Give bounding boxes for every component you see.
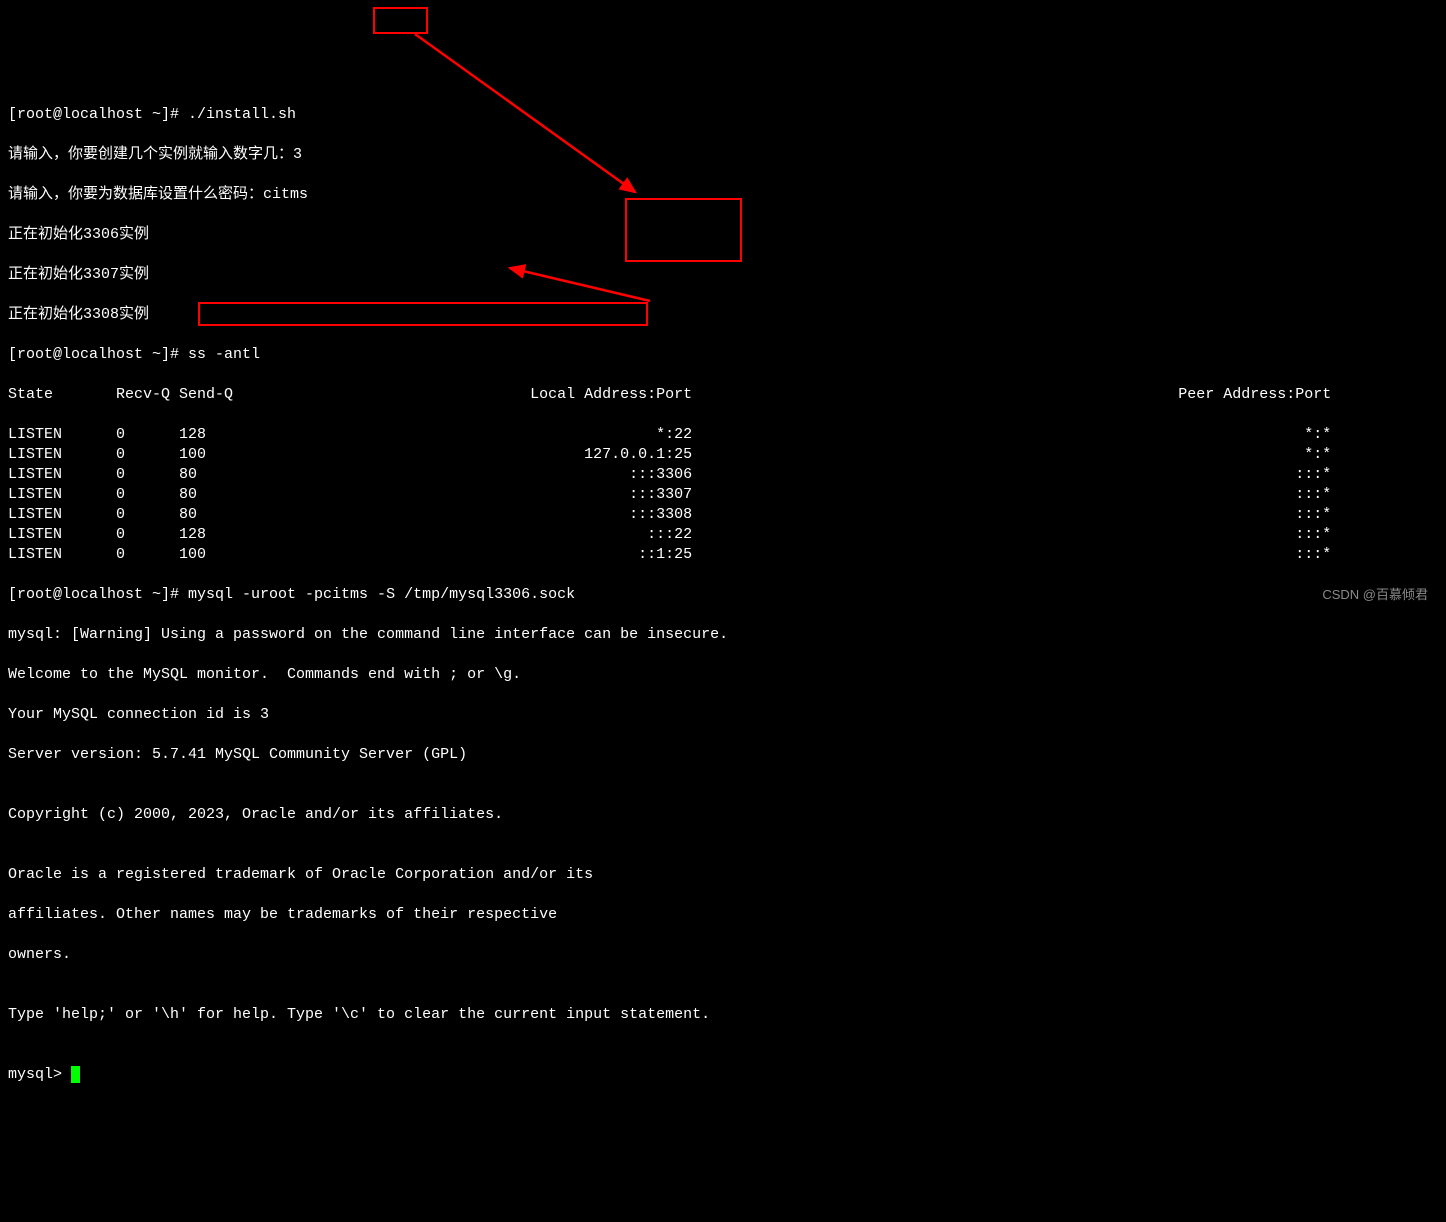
mysql-trademark-3: owners.	[8, 945, 1438, 965]
cmd-mysql: [root@localhost ~]# mysql -uroot -pcitms…	[8, 585, 1438, 605]
install-prompt-count: 请输入，你要创建几个实例就输入数字几：3	[8, 145, 1438, 165]
cmd-ss: [root@localhost ~]# ss -antl	[8, 345, 1438, 365]
prompt: [root@localhost ~]#	[8, 346, 188, 363]
mysql-version: Server version: 5.7.41 MySQL Community S…	[8, 745, 1438, 765]
ss-row: LISTEN 0 80 :::3306 :::*	[8, 465, 1438, 485]
ss-header: State Recv-Q Send-Q Local Address:Port P…	[8, 385, 1438, 405]
mysql-welcome: Welcome to the MySQL monitor. Commands e…	[8, 665, 1438, 685]
cursor-icon	[71, 1066, 80, 1083]
ss-row: LISTEN 0 100 ::1:25 :::*	[8, 545, 1438, 565]
command-text: ./install.sh	[188, 106, 296, 123]
mysql-trademark-2: affiliates. Other names may be trademark…	[8, 905, 1438, 925]
prompt: [root@localhost ~]#	[8, 586, 188, 603]
watermark: CSDN @百慕倾君	[1322, 585, 1428, 605]
mysql-prompt: mysql>	[8, 1066, 71, 1083]
instance-count-box	[373, 7, 428, 34]
command-text: mysql -uroot -pcitms -S /tmp/mysql3306.s…	[188, 586, 575, 603]
mysql-warning: mysql: [Warning] Using a password on the…	[8, 625, 1438, 645]
ss-row: LISTEN 0 80 :::3308 :::*	[8, 505, 1438, 525]
mysql-help: Type 'help;' or '\h' for help. Type '\c'…	[8, 1005, 1438, 1025]
prompt: [root@localhost ~]#	[8, 106, 188, 123]
mysql-connid: Your MySQL connection id is 3	[8, 705, 1438, 725]
instance-count-value: 3	[293, 146, 302, 163]
ss-row: LISTEN 0 128 *:22 *:*	[8, 425, 1438, 445]
init-3307: 正在初始化3307实例	[8, 265, 1438, 285]
ss-row: LISTEN 0 80 :::3307 :::*	[8, 485, 1438, 505]
ss-row: LISTEN 0 100 127.0.0.1:25 *:*	[8, 445, 1438, 465]
cmd-install: [root@localhost ~]# ./install.sh	[8, 105, 1438, 125]
mysql-trademark-1: Oracle is a registered trademark of Orac…	[8, 865, 1438, 885]
ss-row: LISTEN 0 128 :::22 :::*	[8, 525, 1438, 545]
mysql-copyright: Copyright (c) 2000, 2023, Oracle and/or …	[8, 805, 1438, 825]
command-text: ss -antl	[188, 346, 260, 363]
init-3306: 正在初始化3306实例	[8, 225, 1438, 245]
mysql-prompt-line[interactable]: mysql>	[8, 1065, 1438, 1085]
install-prompt-password: 请输入，你要为数据库设置什么密码：citms	[8, 185, 1438, 205]
init-3308: 正在初始化3308实例	[8, 305, 1438, 325]
